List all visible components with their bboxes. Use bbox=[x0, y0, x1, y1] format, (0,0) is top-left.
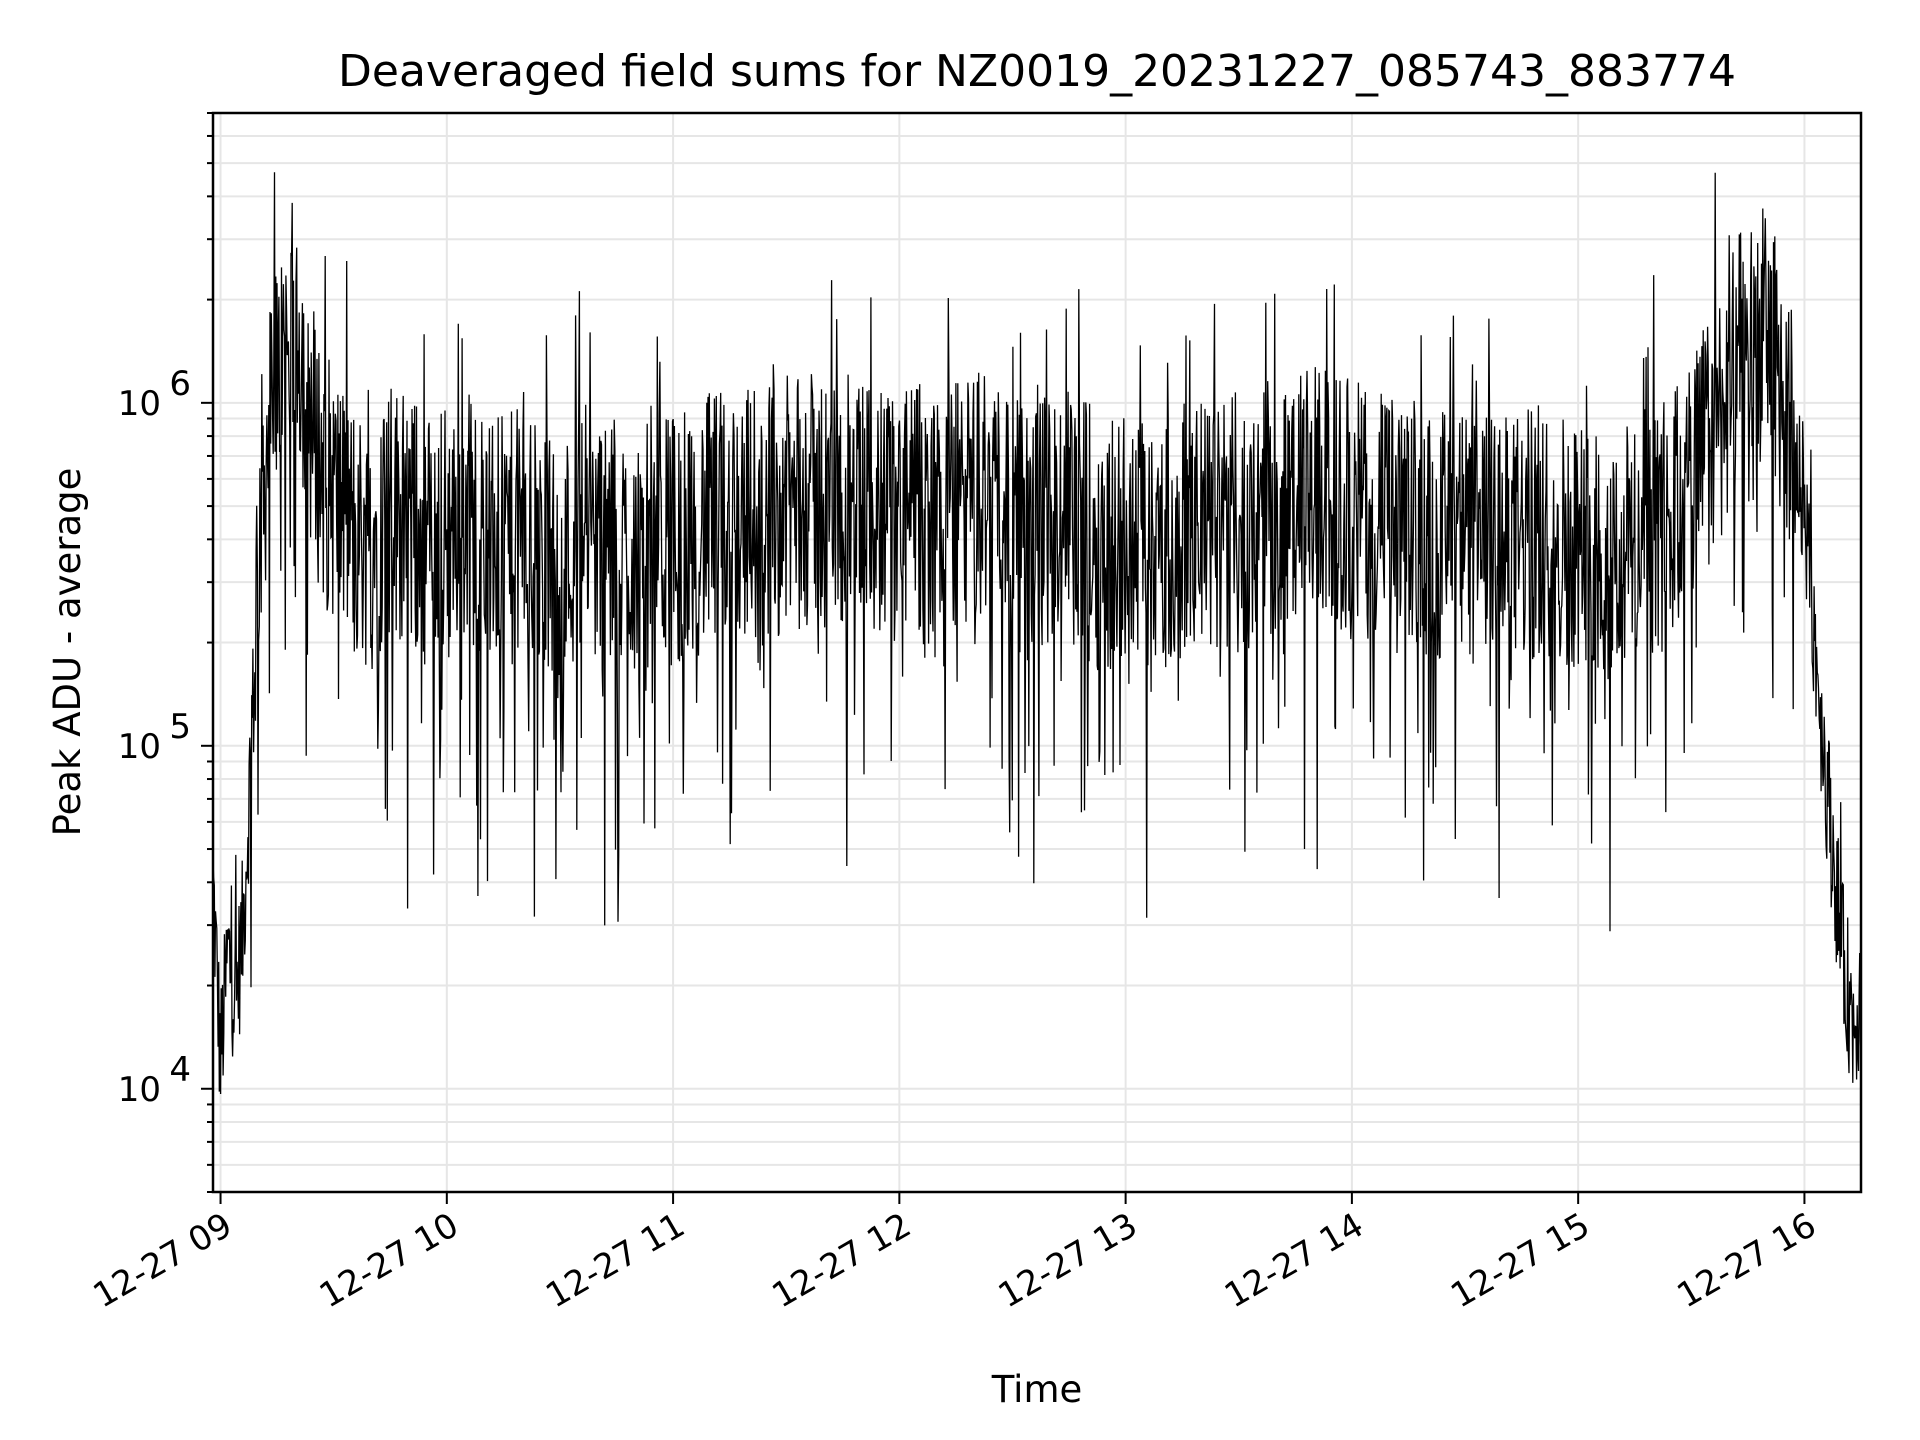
y-tick-label-base: 10 bbox=[118, 727, 161, 767]
y-tick-label-exp: 6 bbox=[169, 364, 191, 404]
y-tick-label: 10 bbox=[118, 1070, 161, 1110]
y-axis-label: Peak ADU - average bbox=[46, 468, 89, 837]
x-tick-label: 12-27 11 bbox=[539, 1205, 691, 1316]
y-tick-label-exp: 5 bbox=[169, 707, 191, 747]
y-tick-label-base: 10 bbox=[118, 1070, 161, 1110]
x-axis-label: Time bbox=[991, 1368, 1083, 1411]
x-tick-label: 12-27 14 bbox=[1218, 1205, 1370, 1316]
chart-title: Deaveraged field sums for NZ0019_2023122… bbox=[338, 46, 1736, 97]
y-tick-label-base: 10 bbox=[118, 384, 161, 424]
x-tick-label: 12-27 12 bbox=[765, 1205, 917, 1316]
y-tick-label: 10 bbox=[118, 727, 161, 767]
x-tick-label: 12-27 09 bbox=[87, 1205, 239, 1316]
x-tick-label: 12-27 10 bbox=[313, 1205, 465, 1316]
y-tick-label: 10 bbox=[118, 384, 161, 424]
x-tick-label: 12-27 13 bbox=[992, 1205, 1144, 1316]
x-tick-label: 12-27 16 bbox=[1671, 1205, 1823, 1316]
x-tick-label: 12-27 15 bbox=[1444, 1205, 1596, 1316]
series-line bbox=[212, 172, 1862, 1095]
plot-frame bbox=[211, 111, 1863, 1194]
y-tick-label-exp: 4 bbox=[169, 1050, 191, 1090]
